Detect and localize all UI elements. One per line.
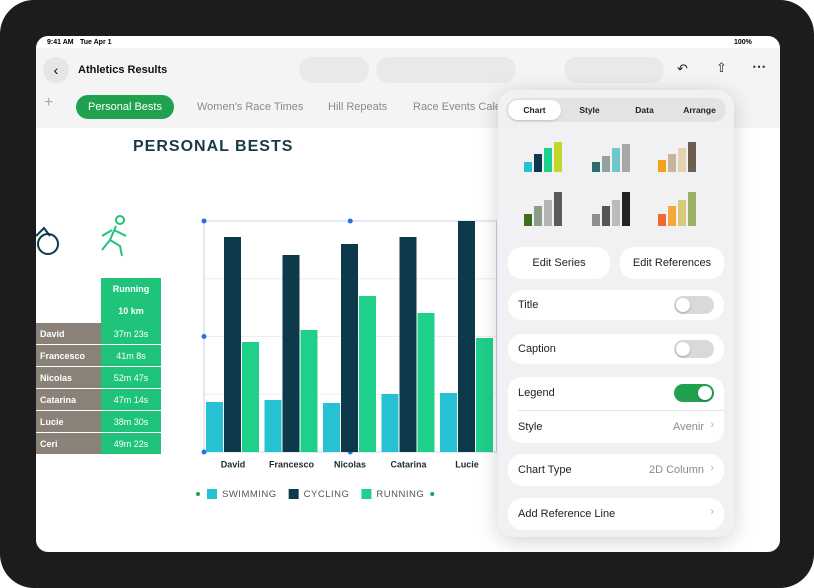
document-title[interactable]: Athletics Results [78,64,168,76]
bar [282,255,300,452]
row-name: Catarina [36,389,101,411]
bar [399,237,417,452]
legend-swatch [207,489,217,499]
legend-swatch [361,489,372,499]
panel-tabs: Chart Style Data Arrange [506,98,726,122]
status-date: Tue Apr 1 [80,39,112,46]
legend-toggle[interactable] [674,384,714,402]
chart[interactable]: David Francesco Nicolas Catarina LucieSWIMMI… [36,36,780,552]
screen: 9:41 AM Tue Apr 1 100% ‹ Athletics Resul… [36,36,780,552]
title-label: Title [518,299,539,311]
style-value[interactable]: Avenir [673,421,704,433]
media-tools[interactable] [299,57,369,83]
x-tick-label: David [221,459,246,469]
reference-line-row[interactable]: Add Reference Line › [508,498,724,530]
insert-tools[interactable] [376,57,516,83]
x-tick-label: Nicolas [334,459,366,469]
legend-swatch [288,489,299,499]
chevron: › [710,462,714,474]
row-name: Francesco [36,345,101,367]
bar [242,342,259,452]
selection-handle [201,334,207,339]
bar [381,394,399,452]
panel-tab[interactable]: Style [579,105,600,115]
caption-row: Caption [508,334,724,364]
legend-label: CYCLING [304,489,350,500]
panel-tab[interactable]: Arrange [683,105,716,115]
divider [518,410,724,411]
bar [300,330,318,452]
row-time: 37m 23s [101,323,161,345]
bar [359,296,376,452]
sheet-tab[interactable]: Women's Race Times [197,101,304,113]
bar [440,393,457,452]
reference-line-label: Add Reference Line [518,508,616,520]
row-name: Ceri [36,433,101,455]
table-header: Running [101,278,161,300]
edit-series-button[interactable]: Edit Series [508,247,610,279]
legend-group: Legend Style Avenir › [508,377,724,443]
chart-type-row[interactable]: Chart Type 2D Column › [508,454,724,486]
x-tick-label: Lucie [455,459,479,469]
row-name: Lucie [36,411,101,433]
edit-references-button[interactable]: Edit References [620,247,724,279]
row-time: 38m 30s [101,411,161,433]
row-time: 52m 47s [101,367,161,389]
x-tick-label: Catarina [390,459,427,469]
legend-label: SWIMMING [222,489,277,500]
caption-toggle[interactable] [674,340,714,358]
legend-handle [196,492,200,496]
row-name: Nicolas [36,367,101,389]
status-battery: 100% [734,39,752,46]
chart-type-value: 2D Column [648,464,704,476]
sheet-title: PERSONAL BESTS [133,138,294,155]
bar [341,244,358,452]
status-time: 9:41 AM [47,39,74,46]
bar [417,313,435,452]
format-panel: Chart Style Data Arrange Edit Series Edit R… [498,90,734,537]
format-tools[interactable] [564,57,664,83]
selection-handle [347,218,353,224]
chevron: › [710,506,714,518]
sheet-tab[interactable]: Hill Repeats [328,101,388,113]
undo-button[interactable]: ↶ [677,61,688,76]
chart-style-thumbnails[interactable] [498,134,734,234]
title-toggle[interactable] [674,296,714,314]
back-button[interactable]: ‹ [43,57,69,83]
x-tick-label: Francesco [269,459,315,469]
selection-handle [201,218,207,224]
bar [458,221,475,452]
add-sheet[interactable]: + [44,94,54,111]
style-label[interactable]: Style [518,421,543,433]
bar [323,403,340,452]
selection-handle [201,449,207,455]
bar [224,237,241,452]
bar [476,338,493,452]
legend-handle [430,492,435,496]
more-button[interactable]: ⋯ [752,58,766,74]
bar [206,402,223,452]
sheet-tab[interactable]: Personal Bests [76,95,174,119]
title-row: Title [508,290,724,320]
activity-icons [36,215,127,257]
caption-label: Caption [518,343,556,355]
bar [264,400,282,452]
row-time: 41m 8s [101,345,161,367]
chart-type-label: Chart Type [518,464,572,476]
legend-label: RUNNING [376,489,424,500]
chevron: › [710,419,714,431]
panel-tab[interactable]: Data [635,105,654,115]
sheet-tab[interactable]: Race Events Calenda [413,101,520,113]
row-time: 47m 14s [101,389,161,411]
legend-label: Legend [518,387,555,399]
table-header: 10 km [101,300,161,323]
panel-tab[interactable]: Chart [508,100,561,120]
share-button[interactable]: ⇧ [716,60,727,75]
row-name: David [36,323,101,345]
row-time: 49m 22s [101,433,161,455]
